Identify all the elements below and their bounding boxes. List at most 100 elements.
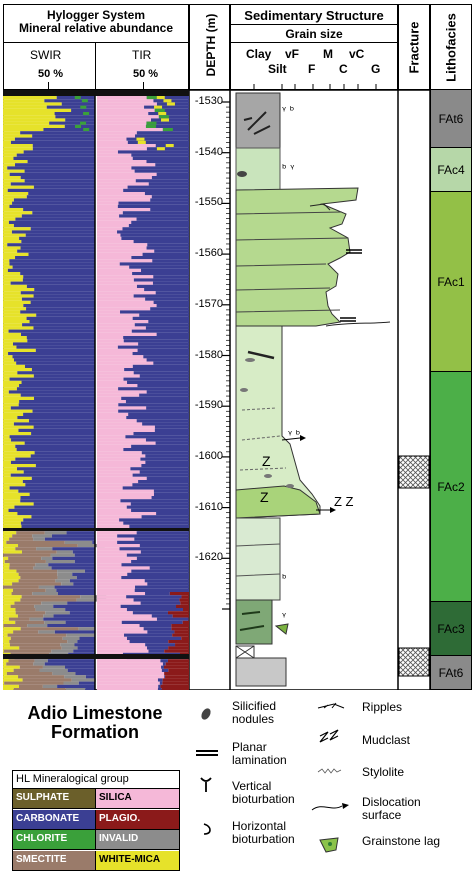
tir-white-mica [158, 112, 167, 116]
swir-carbonate [65, 608, 95, 612]
tir-carbonate [156, 304, 189, 308]
tir-carbonate [156, 512, 189, 516]
swir-carbonate [11, 438, 95, 442]
tir-silica [97, 444, 132, 448]
tir-silica [97, 553, 127, 557]
swir-white-mica [3, 505, 15, 509]
tir-silica [97, 400, 126, 404]
swir-white-mica [3, 547, 16, 551]
tir-silica [97, 160, 147, 164]
swir-carbonate [46, 105, 95, 109]
swir-carbonate [73, 649, 95, 653]
legend-mudclast: Mudclast [362, 733, 411, 747]
swir-white-mica [3, 96, 57, 100]
swir-carbonate [21, 240, 95, 244]
tir-carbonate [131, 444, 189, 448]
tir-silica [97, 342, 139, 346]
tir-carbonate [146, 476, 189, 480]
swir-smectite [20, 598, 77, 602]
tir-carbonate [125, 400, 189, 404]
swir-smectite [9, 537, 34, 541]
tir-silica [97, 355, 144, 359]
swir-smectite [6, 662, 34, 666]
swir-smectite [15, 611, 46, 615]
tir-silica [97, 134, 136, 138]
tir-chlorite [154, 108, 165, 112]
swir-white-mica [3, 278, 23, 282]
bed-fac3 [235, 599, 273, 645]
tir-silica [97, 243, 148, 247]
grain-c: C [339, 62, 348, 76]
swir-smectite [20, 576, 58, 580]
tir-carbonate [117, 230, 189, 234]
swir-smectite [19, 665, 43, 669]
swir-carbonate [19, 400, 96, 404]
mineral-legend-sulphate: SULPHATE [13, 789, 96, 809]
tir-silica [97, 339, 124, 343]
swir-white-mica [3, 496, 21, 500]
tir-carbonate [136, 531, 189, 535]
swir-carbonate [54, 112, 95, 116]
tir-carbonate [156, 617, 189, 621]
lithofacies-unit-label: FAc1 [437, 274, 465, 289]
swir-white-mica [3, 633, 8, 637]
tir-silica [97, 304, 157, 308]
grain-f: F [308, 62, 316, 76]
swir-white-mica [3, 297, 22, 301]
tir-carbonate [154, 425, 189, 429]
swir-invalid [64, 675, 86, 679]
swir-white-mica [3, 371, 18, 375]
tir-silica [97, 214, 120, 218]
tir-carbonate [143, 355, 189, 359]
tir-carbonate [151, 176, 189, 180]
swir-chlorite [80, 105, 87, 109]
tir-silica [97, 364, 133, 368]
tir-silica [97, 384, 138, 388]
tir-carbonate [145, 438, 189, 442]
swir-white-mica [3, 262, 10, 266]
tir-carbonate [158, 684, 161, 688]
tir-carbonate [117, 345, 189, 349]
swir-invalid [38, 585, 55, 589]
swir-chlorite [83, 128, 90, 132]
swir-white-mica [3, 464, 36, 468]
swir-white-mica [3, 412, 24, 416]
swir-invalid [50, 553, 75, 557]
tir-silica [97, 592, 146, 596]
swir-white-mica [3, 115, 56, 119]
swir-carbonate [15, 217, 96, 221]
tir-plagioclase [171, 627, 189, 631]
swir-white-mica [3, 428, 19, 432]
tir-silica [97, 406, 147, 410]
swir-carbonate [51, 534, 95, 538]
swir-invalid [57, 572, 73, 576]
tir-carbonate [146, 160, 189, 164]
swir-carbonate [7, 268, 95, 272]
swir-white-mica [3, 236, 20, 240]
swir-smectite [4, 681, 64, 685]
tir-silica [97, 112, 149, 116]
tir-plagioclase [165, 662, 189, 666]
swir-white-mica [3, 550, 22, 554]
swir-carbonate [15, 256, 96, 260]
tir-plagioclase [165, 675, 189, 679]
tir-silica [97, 224, 129, 228]
tir-carbonate [119, 518, 189, 522]
swir-carbonate [32, 211, 95, 215]
tir-carbonate [153, 492, 189, 496]
swir-carbonate [7, 243, 96, 247]
swir-carbonate [16, 361, 95, 365]
tir-white-mica [165, 144, 174, 148]
swir-white-mica [3, 425, 34, 429]
tir-silica [97, 144, 156, 148]
swir-smectite [15, 547, 37, 551]
tir-carbonate [137, 348, 189, 352]
tir-carbonate [134, 169, 189, 173]
tir-carbonate [157, 678, 163, 682]
swir-carbonate [22, 323, 95, 327]
tir-carbonate [162, 662, 166, 666]
swir-white-mica [3, 169, 25, 173]
swir-white-mica [3, 374, 34, 378]
swir-carbonate [12, 355, 95, 359]
tir-carbonate [132, 272, 189, 276]
